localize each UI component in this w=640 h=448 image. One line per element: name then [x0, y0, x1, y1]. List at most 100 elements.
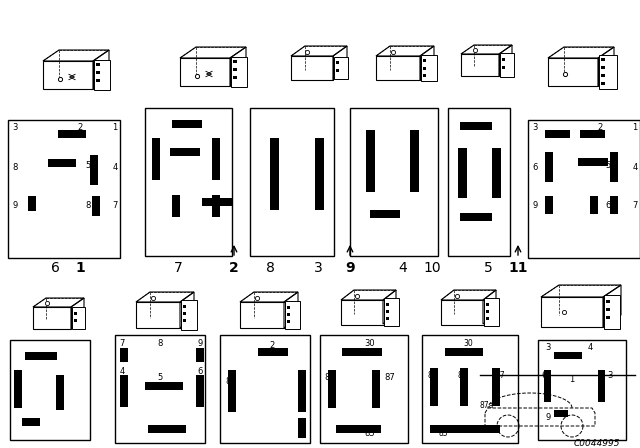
Bar: [220, 335, 310, 443]
Bar: [460, 368, 468, 406]
Bar: [145, 382, 183, 390]
Text: 86: 86: [427, 370, 437, 379]
Text: 9: 9: [12, 202, 18, 211]
Bar: [336, 61, 339, 65]
Bar: [336, 69, 339, 73]
Bar: [492, 368, 500, 406]
Bar: [96, 79, 100, 82]
Text: 4: 4: [399, 261, 408, 275]
Text: 9: 9: [532, 202, 538, 211]
Bar: [430, 425, 500, 433]
Bar: [287, 320, 290, 323]
Text: 4: 4: [632, 164, 637, 172]
Bar: [90, 155, 98, 185]
Bar: [231, 57, 247, 87]
Text: 4: 4: [113, 164, 118, 172]
Bar: [372, 370, 380, 408]
Bar: [604, 295, 620, 329]
Bar: [72, 307, 85, 329]
Bar: [606, 309, 610, 311]
Bar: [599, 55, 617, 89]
Bar: [240, 302, 285, 328]
Bar: [460, 213, 492, 221]
Text: 7: 7: [173, 261, 182, 275]
Bar: [285, 301, 300, 329]
Bar: [486, 318, 489, 320]
Text: 87: 87: [495, 370, 505, 379]
Bar: [601, 59, 605, 61]
Bar: [196, 375, 204, 407]
Bar: [502, 66, 505, 69]
Bar: [212, 138, 220, 180]
Text: 5: 5: [85, 160, 91, 169]
Text: 87: 87: [457, 370, 467, 379]
Bar: [136, 302, 181, 328]
Text: 9: 9: [345, 261, 355, 275]
Bar: [291, 56, 333, 80]
Text: 85: 85: [438, 430, 448, 439]
Text: 1: 1: [75, 261, 85, 275]
Text: 5: 5: [605, 160, 611, 169]
Bar: [170, 148, 200, 156]
Bar: [448, 108, 510, 256]
Bar: [96, 64, 100, 66]
Bar: [386, 303, 389, 306]
Text: 30: 30: [365, 340, 375, 349]
Bar: [578, 158, 608, 166]
Text: 2: 2: [77, 124, 83, 133]
Bar: [528, 120, 640, 258]
Text: 2: 2: [229, 261, 239, 275]
Text: 4: 4: [300, 370, 305, 379]
Bar: [212, 195, 220, 217]
Bar: [74, 313, 77, 315]
Text: 6: 6: [532, 164, 538, 172]
Bar: [554, 410, 568, 417]
Text: 6: 6: [51, 261, 60, 275]
Text: 11: 11: [508, 261, 528, 275]
Bar: [228, 370, 236, 412]
Bar: [94, 60, 110, 90]
Text: 7: 7: [119, 339, 125, 348]
Text: 10: 10: [423, 261, 441, 275]
Text: 9: 9: [197, 339, 203, 348]
Bar: [384, 298, 399, 326]
Bar: [233, 60, 237, 64]
Bar: [366, 130, 375, 192]
Bar: [14, 370, 22, 408]
Bar: [460, 122, 492, 130]
Bar: [250, 108, 334, 256]
Bar: [336, 425, 381, 433]
Text: 3: 3: [607, 370, 612, 379]
Bar: [10, 340, 90, 440]
Text: 8: 8: [157, 339, 163, 348]
Bar: [172, 120, 202, 128]
Bar: [486, 303, 489, 306]
Text: 1: 1: [632, 124, 637, 133]
Bar: [287, 314, 290, 316]
Text: 87: 87: [385, 374, 396, 383]
Bar: [545, 196, 553, 214]
Bar: [423, 68, 426, 70]
Bar: [120, 348, 128, 362]
Bar: [445, 348, 483, 356]
Bar: [610, 196, 618, 214]
Text: 5: 5: [484, 261, 492, 275]
Bar: [492, 148, 501, 198]
Text: 9: 9: [545, 414, 550, 422]
Bar: [183, 319, 186, 323]
Text: 85: 85: [365, 430, 375, 439]
Bar: [545, 130, 570, 138]
Bar: [423, 74, 426, 78]
Bar: [580, 130, 605, 138]
Bar: [145, 108, 232, 256]
Bar: [287, 306, 290, 310]
Bar: [545, 152, 553, 182]
Bar: [386, 318, 389, 320]
Bar: [423, 60, 426, 63]
Bar: [544, 370, 551, 402]
Bar: [233, 77, 237, 79]
Bar: [461, 54, 499, 76]
Bar: [554, 352, 582, 359]
Text: 30: 30: [463, 340, 473, 349]
Bar: [96, 72, 100, 74]
